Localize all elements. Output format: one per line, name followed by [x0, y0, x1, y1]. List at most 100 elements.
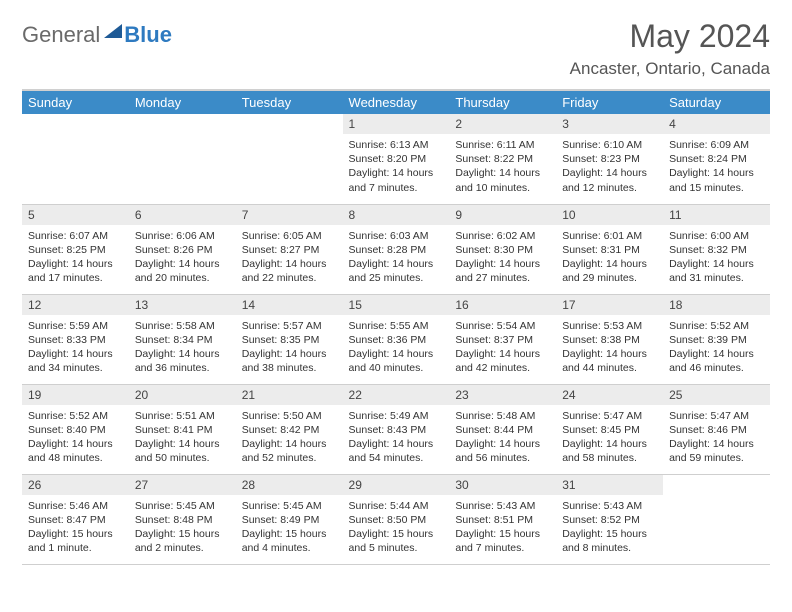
calendar-cell: 19Sunrise: 5:52 AMSunset: 8:40 PMDayligh… [22, 384, 129, 474]
day-details: Sunrise: 5:50 AMSunset: 8:42 PMDaylight:… [236, 405, 343, 470]
calendar-cell: 13Sunrise: 5:58 AMSunset: 8:34 PMDayligh… [129, 294, 236, 384]
month-title: May 2024 [570, 18, 770, 55]
calendar-week-row: 1Sunrise: 6:13 AMSunset: 8:20 PMDaylight… [22, 114, 770, 204]
day-details: Sunrise: 5:52 AMSunset: 8:40 PMDaylight:… [22, 405, 129, 470]
day-number: 2 [449, 114, 556, 134]
calendar-cell: 12Sunrise: 5:59 AMSunset: 8:33 PMDayligh… [22, 294, 129, 384]
day-details: Sunrise: 5:43 AMSunset: 8:51 PMDaylight:… [449, 495, 556, 560]
day-number: 1 [343, 114, 450, 134]
day-details: Sunrise: 6:02 AMSunset: 8:30 PMDaylight:… [449, 225, 556, 290]
calendar-cell [22, 114, 129, 204]
calendar-cell: 11Sunrise: 6:00 AMSunset: 8:32 PMDayligh… [663, 204, 770, 294]
day-details: Sunrise: 5:55 AMSunset: 8:36 PMDaylight:… [343, 315, 450, 380]
day-number: 16 [449, 295, 556, 315]
day-number: 12 [22, 295, 129, 315]
logo-triangle-icon [104, 24, 122, 38]
calendar-cell: 26Sunrise: 5:46 AMSunset: 8:47 PMDayligh… [22, 474, 129, 564]
calendar-cell: 16Sunrise: 5:54 AMSunset: 8:37 PMDayligh… [449, 294, 556, 384]
day-number: 7 [236, 205, 343, 225]
day-details: Sunrise: 5:46 AMSunset: 8:47 PMDaylight:… [22, 495, 129, 560]
day-details: Sunrise: 5:59 AMSunset: 8:33 PMDaylight:… [22, 315, 129, 380]
dow-header: Thursday [449, 91, 556, 114]
day-number: 11 [663, 205, 770, 225]
day-number: 10 [556, 205, 663, 225]
calendar-week-row: 19Sunrise: 5:52 AMSunset: 8:40 PMDayligh… [22, 384, 770, 474]
calendar-cell: 3Sunrise: 6:10 AMSunset: 8:23 PMDaylight… [556, 114, 663, 204]
dow-header: Wednesday [343, 91, 450, 114]
calendar-cell [129, 114, 236, 204]
calendar-cell [236, 114, 343, 204]
calendar-cell: 7Sunrise: 6:05 AMSunset: 8:27 PMDaylight… [236, 204, 343, 294]
day-number: 6 [129, 205, 236, 225]
calendar-cell: 14Sunrise: 5:57 AMSunset: 8:35 PMDayligh… [236, 294, 343, 384]
calendar-cell: 4Sunrise: 6:09 AMSunset: 8:24 PMDaylight… [663, 114, 770, 204]
day-details: Sunrise: 5:43 AMSunset: 8:52 PMDaylight:… [556, 495, 663, 560]
day-number: 25 [663, 385, 770, 405]
day-details: Sunrise: 5:52 AMSunset: 8:39 PMDaylight:… [663, 315, 770, 380]
calendar-cell [663, 474, 770, 564]
day-details: Sunrise: 6:05 AMSunset: 8:27 PMDaylight:… [236, 225, 343, 290]
day-number: 4 [663, 114, 770, 134]
day-details: Sunrise: 6:11 AMSunset: 8:22 PMDaylight:… [449, 134, 556, 199]
calendar-week-row: 5Sunrise: 6:07 AMSunset: 8:25 PMDaylight… [22, 204, 770, 294]
day-number: 24 [556, 385, 663, 405]
day-number: 27 [129, 475, 236, 495]
day-details: Sunrise: 6:09 AMSunset: 8:24 PMDaylight:… [663, 134, 770, 199]
calendar-cell: 29Sunrise: 5:44 AMSunset: 8:50 PMDayligh… [343, 474, 450, 564]
day-details: Sunrise: 5:44 AMSunset: 8:50 PMDaylight:… [343, 495, 450, 560]
dow-header: Sunday [22, 91, 129, 114]
day-details: Sunrise: 6:01 AMSunset: 8:31 PMDaylight:… [556, 225, 663, 290]
calendar-cell: 17Sunrise: 5:53 AMSunset: 8:38 PMDayligh… [556, 294, 663, 384]
calendar-cell: 30Sunrise: 5:43 AMSunset: 8:51 PMDayligh… [449, 474, 556, 564]
calendar-cell: 20Sunrise: 5:51 AMSunset: 8:41 PMDayligh… [129, 384, 236, 474]
calendar-cell: 10Sunrise: 6:01 AMSunset: 8:31 PMDayligh… [556, 204, 663, 294]
logo-text-1: General [22, 22, 100, 48]
calendar-cell: 9Sunrise: 6:02 AMSunset: 8:30 PMDaylight… [449, 204, 556, 294]
calendar-cell: 15Sunrise: 5:55 AMSunset: 8:36 PMDayligh… [343, 294, 450, 384]
calendar-cell: 2Sunrise: 6:11 AMSunset: 8:22 PMDaylight… [449, 114, 556, 204]
day-number: 15 [343, 295, 450, 315]
day-details: Sunrise: 5:54 AMSunset: 8:37 PMDaylight:… [449, 315, 556, 380]
day-details: Sunrise: 5:49 AMSunset: 8:43 PMDaylight:… [343, 405, 450, 470]
day-number: 31 [556, 475, 663, 495]
location-label: Ancaster, Ontario, Canada [570, 59, 770, 79]
day-of-week-row: SundayMondayTuesdayWednesdayThursdayFrid… [22, 91, 770, 114]
day-number: 23 [449, 385, 556, 405]
day-details: Sunrise: 5:45 AMSunset: 8:49 PMDaylight:… [236, 495, 343, 560]
day-details: Sunrise: 5:45 AMSunset: 8:48 PMDaylight:… [129, 495, 236, 560]
day-details: Sunrise: 6:07 AMSunset: 8:25 PMDaylight:… [22, 225, 129, 290]
calendar-cell: 25Sunrise: 5:47 AMSunset: 8:46 PMDayligh… [663, 384, 770, 474]
logo-text-2: Blue [124, 22, 172, 48]
day-details: Sunrise: 5:48 AMSunset: 8:44 PMDaylight:… [449, 405, 556, 470]
day-number: 19 [22, 385, 129, 405]
day-details: Sunrise: 6:03 AMSunset: 8:28 PMDaylight:… [343, 225, 450, 290]
day-details: Sunrise: 6:13 AMSunset: 8:20 PMDaylight:… [343, 134, 450, 199]
day-details: Sunrise: 5:51 AMSunset: 8:41 PMDaylight:… [129, 405, 236, 470]
day-number: 5 [22, 205, 129, 225]
day-number: 3 [556, 114, 663, 134]
calendar-cell: 23Sunrise: 5:48 AMSunset: 8:44 PMDayligh… [449, 384, 556, 474]
day-details: Sunrise: 5:53 AMSunset: 8:38 PMDaylight:… [556, 315, 663, 380]
dow-header: Monday [129, 91, 236, 114]
day-number: 30 [449, 475, 556, 495]
calendar-cell: 24Sunrise: 5:47 AMSunset: 8:45 PMDayligh… [556, 384, 663, 474]
day-details: Sunrise: 5:47 AMSunset: 8:45 PMDaylight:… [556, 405, 663, 470]
day-details: Sunrise: 6:00 AMSunset: 8:32 PMDaylight:… [663, 225, 770, 290]
day-details: Sunrise: 6:10 AMSunset: 8:23 PMDaylight:… [556, 134, 663, 199]
header: General Blue May 2024 Ancaster, Ontario,… [22, 18, 770, 83]
calendar-cell: 18Sunrise: 5:52 AMSunset: 8:39 PMDayligh… [663, 294, 770, 384]
day-details: Sunrise: 5:47 AMSunset: 8:46 PMDaylight:… [663, 405, 770, 470]
day-number: 8 [343, 205, 450, 225]
dow-header: Tuesday [236, 91, 343, 114]
day-number: 18 [663, 295, 770, 315]
calendar-table: SundayMondayTuesdayWednesdayThursdayFrid… [22, 91, 770, 565]
calendar-week-row: 26Sunrise: 5:46 AMSunset: 8:47 PMDayligh… [22, 474, 770, 564]
calendar-cell: 28Sunrise: 5:45 AMSunset: 8:49 PMDayligh… [236, 474, 343, 564]
day-number: 26 [22, 475, 129, 495]
calendar-cell: 8Sunrise: 6:03 AMSunset: 8:28 PMDaylight… [343, 204, 450, 294]
day-number: 13 [129, 295, 236, 315]
day-number: 14 [236, 295, 343, 315]
day-number: 29 [343, 475, 450, 495]
day-number: 22 [343, 385, 450, 405]
day-details: Sunrise: 6:06 AMSunset: 8:26 PMDaylight:… [129, 225, 236, 290]
